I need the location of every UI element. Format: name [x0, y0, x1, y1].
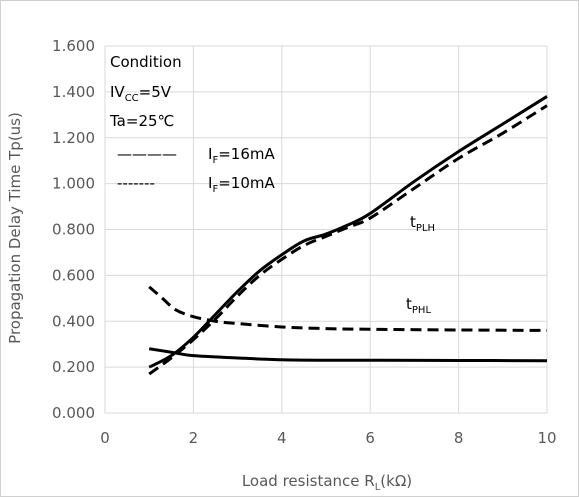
- legend-dashed-line: -------: [117, 174, 155, 192]
- y-tick-label: 1.200: [52, 129, 95, 147]
- x-tick-label: 6: [365, 429, 375, 447]
- tick-labels: 0.000 0.200 0.400 0.600 0.800 1.000 1.200 1.400…: [52, 37, 557, 447]
- legend-solid-label: IF=16mA: [208, 145, 275, 166]
- y-tick-label: 1.400: [52, 83, 95, 101]
- x-tick-label: 2: [189, 429, 199, 447]
- tplh-label: tPLH: [410, 213, 435, 234]
- legend-dashed-label: IF=10mA: [208, 174, 275, 195]
- tphl-label: tPHL: [406, 295, 431, 316]
- x-tick-label: 10: [537, 429, 556, 447]
- y-tick-label: 1.600: [52, 37, 95, 55]
- legend: ———— IF=16mA ------- IF=10mA: [117, 145, 275, 195]
- condition-ta: Ta=25℃: [109, 112, 174, 130]
- series-line-tplh-if10ma: [148, 104, 548, 376]
- series-line-tphl-if10ma: [148, 285, 548, 332]
- y-tick-label: 0.600: [52, 266, 95, 284]
- x-tick-label: 4: [277, 429, 287, 447]
- legend-solid-line: ————: [117, 145, 177, 163]
- y-tick-label: 0.200: [52, 358, 95, 376]
- series-line-tplh-if16ma: [148, 95, 548, 369]
- x-tick-label: 0: [100, 429, 110, 447]
- y-tick-label: 0.400: [52, 312, 95, 330]
- x-axis-title: Load resistance RL(kΩ): [242, 472, 412, 493]
- grid: [104, 45, 548, 414]
- y-tick-label: 0.000: [52, 404, 95, 422]
- x-tick-label: 8: [454, 429, 464, 447]
- y-tick-label: 1.000: [52, 175, 95, 193]
- series-lines: [148, 95, 548, 376]
- y-axis-title: Propagation Delay Time Tp(us): [6, 112, 24, 344]
- series-line-tphl-if16ma: [148, 347, 548, 363]
- y-tick-label: 0.800: [52, 221, 95, 239]
- condition-vcc: IVCC=5V: [110, 83, 172, 104]
- condition-title: Condition: [110, 53, 182, 71]
